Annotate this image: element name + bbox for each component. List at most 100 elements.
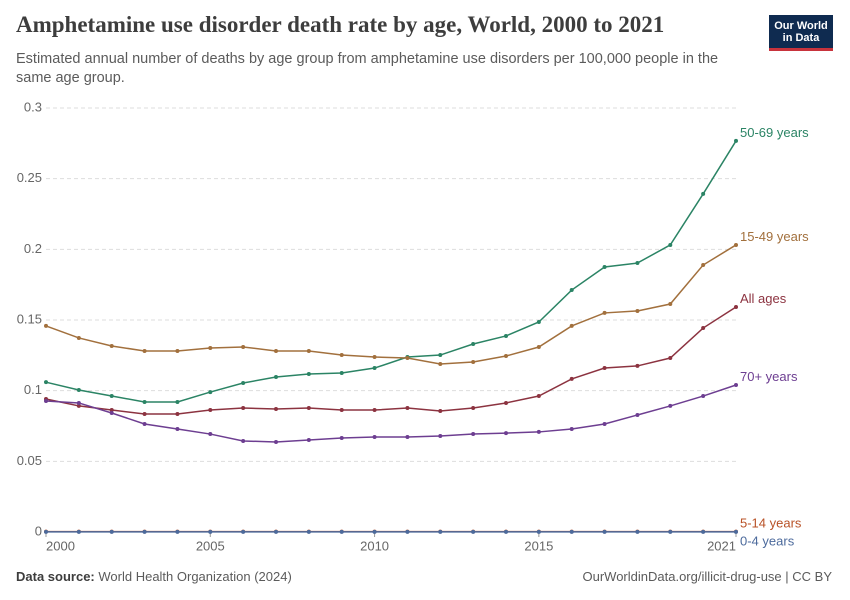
line — [45, 244, 737, 365]
point — [175, 426, 180, 431]
point — [734, 529, 738, 534]
point — [471, 529, 476, 534]
x-tick-label: 2021 — [707, 538, 736, 553]
point — [142, 422, 147, 427]
point — [569, 323, 574, 328]
point — [504, 400, 508, 405]
line — [45, 384, 737, 443]
series-label: 15-49 years — [740, 229, 809, 244]
point — [44, 380, 48, 385]
point — [339, 529, 344, 534]
line — [45, 140, 737, 403]
point — [208, 390, 213, 395]
point — [668, 356, 673, 361]
point — [208, 345, 213, 350]
point — [734, 304, 738, 309]
point — [438, 361, 443, 366]
point — [372, 435, 377, 440]
y-tick-label: 0.2 — [24, 241, 42, 256]
point — [76, 403, 81, 408]
point — [471, 406, 476, 411]
point — [274, 374, 278, 379]
point — [241, 529, 246, 534]
point — [241, 381, 246, 386]
point — [536, 319, 541, 324]
point — [208, 432, 213, 437]
point — [438, 434, 443, 439]
point — [701, 394, 706, 399]
point — [668, 302, 673, 307]
point — [274, 439, 278, 444]
y-tick-label: 0.1 — [24, 382, 42, 397]
point — [109, 344, 114, 349]
chart-title: Amphetamine use disorder death rate by a… — [16, 12, 665, 37]
point — [635, 529, 640, 534]
point — [175, 529, 180, 534]
point — [339, 436, 344, 441]
point — [339, 371, 344, 375]
point — [274, 529, 278, 534]
footer-credit[interactable]: OurWorldinData.org/illicit-drug-use | CC… — [582, 569, 833, 584]
point — [635, 308, 640, 313]
point — [701, 263, 706, 268]
point — [109, 529, 114, 534]
point — [602, 422, 607, 427]
point — [142, 411, 147, 416]
point — [471, 342, 476, 347]
point — [274, 407, 278, 412]
point — [405, 356, 410, 361]
point — [44, 398, 48, 403]
point — [471, 432, 476, 437]
point — [241, 344, 246, 349]
y-tick-label: 0.15 — [17, 311, 42, 326]
point — [405, 529, 410, 534]
point — [438, 409, 443, 414]
chart-subtitle: Estimated annual number of deaths by age… — [16, 51, 719, 86]
point — [471, 359, 476, 364]
point — [536, 429, 541, 434]
point — [734, 138, 738, 143]
point — [109, 410, 114, 415]
point — [504, 333, 508, 338]
point — [569, 426, 574, 431]
point — [504, 431, 508, 436]
point — [668, 242, 673, 247]
point — [241, 406, 246, 411]
point — [76, 387, 81, 392]
point — [635, 412, 640, 417]
chart: 0 0.05 0.1 0.15 0.2 0.25 0.3 2000 2005 2010 2015 20… — [17, 99, 809, 553]
point — [438, 529, 443, 534]
logo-line: Our World — [774, 20, 828, 32]
point — [734, 383, 738, 388]
series-label: 70+ years — [740, 369, 798, 384]
point — [306, 529, 311, 534]
point — [405, 435, 410, 440]
point — [109, 394, 114, 399]
point — [602, 265, 607, 269]
source: World Health Organization (2024) — [98, 569, 292, 584]
logo[interactable]: Our World in Data — [769, 15, 833, 51]
point — [76, 529, 81, 534]
point — [734, 242, 738, 247]
point — [504, 354, 508, 359]
y-tick-label: 0.25 — [17, 170, 42, 185]
point — [372, 355, 377, 360]
point — [109, 408, 114, 413]
series-label: 5-14 years — [740, 515, 802, 530]
point — [175, 348, 180, 353]
point — [504, 529, 508, 534]
point — [306, 437, 311, 442]
point — [175, 411, 180, 416]
x-tick-label: 2005 — [196, 538, 225, 553]
point — [405, 406, 410, 411]
point — [536, 344, 541, 349]
point — [372, 529, 377, 534]
point — [569, 288, 574, 293]
point — [569, 529, 574, 534]
series-label: All ages — [740, 291, 787, 306]
x-tick-label: 2010 — [360, 538, 389, 553]
point — [339, 353, 344, 358]
point — [44, 529, 48, 534]
point — [569, 376, 574, 381]
